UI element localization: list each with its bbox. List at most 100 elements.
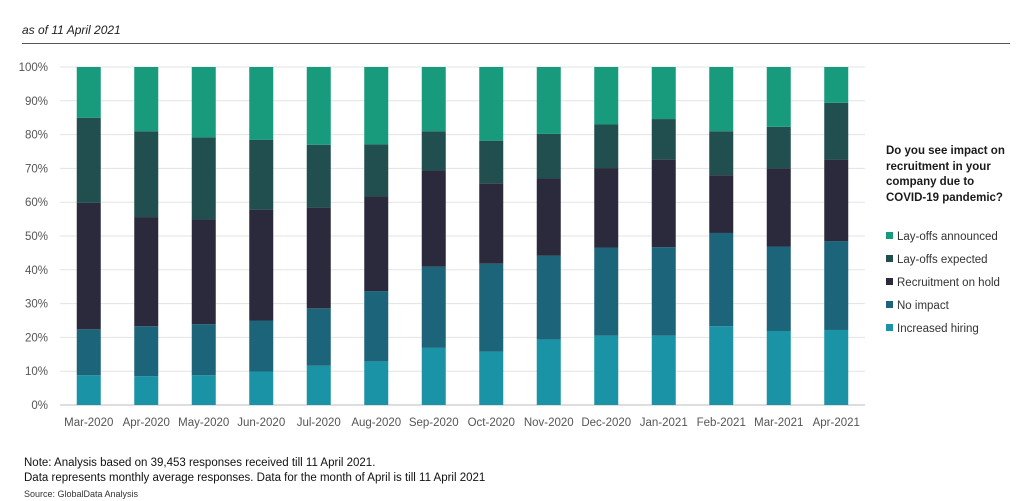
bar-segment-lay-offs-announced (306, 67, 331, 145)
bar-segment-recruitment-on-hold (306, 207, 331, 309)
bar-segment-no-impact (536, 255, 561, 340)
y-tick-label: 70% (25, 163, 48, 175)
y-tick-label: 50% (25, 231, 48, 243)
legend-label: Lay-offs announced (897, 231, 998, 243)
x-tick-label: Mar-2020 (64, 417, 113, 429)
bar-segment-no-impact (364, 291, 389, 362)
legend-item: Lay-offs expected (886, 254, 988, 266)
bar-segment-increased-hiring (594, 335, 619, 405)
bar-segment-lay-offs-announced (594, 67, 619, 125)
bar-segment-lay-offs-announced (134, 67, 159, 132)
legend-swatch (886, 255, 893, 262)
bar-segment-no-impact (479, 263, 504, 352)
y-tick-label: 30% (25, 299, 48, 311)
legend-item: Recruitment on hold (886, 277, 1000, 289)
bar-segment-recruitment-on-hold (824, 159, 849, 242)
legend-label: Recruitment on hold (897, 277, 1000, 289)
bar-segment-increased-hiring (306, 365, 331, 405)
bar-segment-lay-offs-announced (479, 67, 504, 141)
legend-label: Lay-offs expected (897, 254, 988, 266)
bar-segment-increased-hiring (766, 330, 791, 405)
y-tick-label: 10% (25, 366, 48, 378)
bar-segment-no-impact (306, 308, 331, 366)
legend-swatch (886, 301, 893, 308)
bar-segment-recruitment-on-hold (536, 178, 561, 256)
bar-segment-lay-offs-announced (249, 67, 274, 140)
bar-segment-increased-hiring (191, 375, 216, 405)
bar-segment-lay-offs-announced (191, 67, 216, 138)
bar-segment-lay-offs-expected (594, 124, 619, 169)
bar-segment-increased-hiring (134, 376, 159, 405)
bar-segment-lay-offs-announced (536, 67, 561, 134)
bar-segment-no-impact (594, 247, 619, 336)
x-tick-label: Sep-2020 (409, 417, 459, 429)
chart-notes: Note: Analysis based on 39,453 responses… (24, 456, 485, 486)
x-tick-label: Apr-2020 (123, 417, 170, 429)
bar-segment-recruitment-on-hold (651, 159, 676, 248)
y-tick-label: 80% (25, 130, 48, 142)
bar-segment-no-impact (249, 320, 274, 372)
source-note: Source: GlobalData Analysis (24, 489, 139, 499)
bar-segment-increased-hiring (479, 351, 504, 405)
bar-segment-lay-offs-announced (421, 67, 446, 132)
bar-segment-lay-offs-announced (651, 67, 676, 120)
bar-segment-lay-offs-expected (766, 126, 791, 169)
note-line-1: Note: Analysis based on 39,453 responses… (24, 457, 376, 469)
stacked-bar-chart: 0% 10% 20% 30% 40% 50% 60% 70% 80% 90% 100% Mar-20… (19, 62, 865, 429)
bar-segment-no-impact (651, 247, 676, 336)
bar-segment-lay-offs-expected (651, 119, 676, 160)
bar-segment-increased-hiring (824, 329, 849, 405)
x-tick-label: May-2020 (178, 417, 229, 429)
bar-segment-recruitment-on-hold (594, 168, 619, 248)
bars (76, 67, 849, 405)
bar-segment-lay-offs-announced (766, 67, 791, 127)
x-axis-ticks: Mar-2020 Apr-2020 May-2020 Jun-2020 Jul-2020… (64, 417, 860, 429)
y-tick-label: 20% (25, 332, 48, 344)
bar-segment-recruitment-on-hold (364, 196, 389, 292)
bar-segment-increased-hiring (249, 371, 274, 405)
bar-segment-no-impact (134, 326, 159, 377)
bar-segment-lay-offs-expected (134, 131, 159, 218)
x-tick-label: Apr-2021 (813, 417, 860, 429)
x-tick-label: Jul-2020 (297, 417, 341, 429)
bar-segment-recruitment-on-hold (134, 217, 159, 327)
bar-segment-increased-hiring (421, 347, 446, 405)
as-of-date: as of 11 April 2021 (22, 23, 121, 37)
bar-segment-lay-offs-expected (421, 131, 446, 171)
bar-segment-lay-offs-expected (364, 144, 389, 197)
x-tick-label: Nov-2020 (524, 417, 574, 429)
x-tick-label: Oct-2020 (468, 417, 515, 429)
bar-segment-lay-offs-expected (536, 133, 561, 179)
legend-swatch (886, 324, 893, 331)
bar-segment-recruitment-on-hold (421, 170, 446, 267)
legend-item: Lay-offs announced (886, 231, 998, 243)
bar-segment-increased-hiring (651, 335, 676, 405)
bar-segment-no-impact (421, 266, 446, 348)
bar-segment-lay-offs-expected (249, 139, 274, 210)
bar-segment-lay-offs-announced (364, 67, 389, 145)
bar-segment-lay-offs-expected (76, 117, 101, 203)
x-tick-label: Jan-2021 (640, 417, 688, 429)
y-tick-label: 100% (19, 62, 48, 74)
legend-swatch (886, 232, 893, 239)
bar-segment-recruitment-on-hold (709, 175, 734, 233)
bar-segment-no-impact (824, 241, 849, 330)
x-tick-label: Aug-2020 (351, 417, 401, 429)
y-tick-label: 0% (31, 400, 48, 412)
note-line-2: Data represents monthly average response… (24, 472, 486, 484)
bar-segment-lay-offs-expected (479, 140, 504, 184)
bar-segment-increased-hiring (76, 375, 101, 405)
bar-segment-no-impact (709, 232, 734, 327)
bar-segment-no-impact (766, 246, 791, 331)
y-tick-label: 40% (25, 265, 48, 277)
bar-segment-recruitment-on-hold (191, 219, 216, 325)
bar-segment-lay-offs-expected (824, 102, 849, 160)
x-tick-label: Jun-2020 (237, 417, 285, 429)
legend-label: Increased hiring (897, 323, 979, 335)
bar-segment-lay-offs-announced (76, 67, 101, 118)
bar-segment-recruitment-on-hold (249, 209, 274, 321)
bar-segment-recruitment-on-hold (76, 202, 101, 330)
bar-segment-recruitment-on-hold (766, 168, 791, 247)
legend-label: No impact (897, 300, 949, 312)
y-tick-label: 90% (25, 96, 48, 108)
